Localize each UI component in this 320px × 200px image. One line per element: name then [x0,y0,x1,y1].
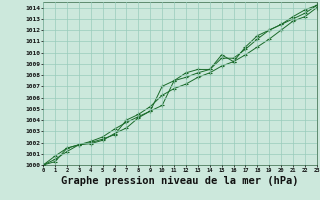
X-axis label: Graphe pression niveau de la mer (hPa): Graphe pression niveau de la mer (hPa) [61,176,299,186]
